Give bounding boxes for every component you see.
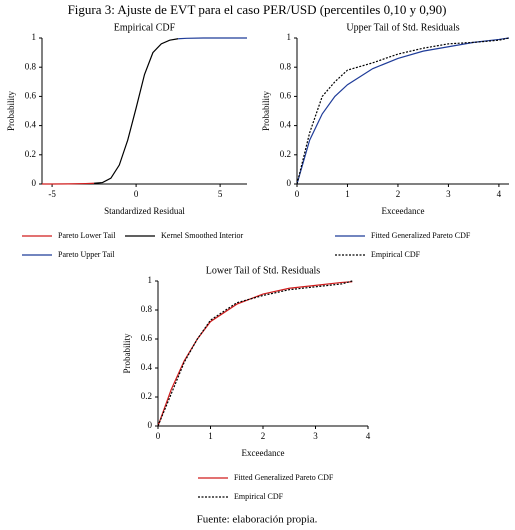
x-tick-label: -5 <box>48 189 56 199</box>
y-tick-label: 1 <box>148 275 153 285</box>
legend-label: Empirical CDF <box>371 250 421 259</box>
x-tick-label: 5 <box>218 189 223 199</box>
y-tick-label: 0.8 <box>280 61 292 71</box>
y-tick-label: 0.4 <box>280 120 292 130</box>
y-tick-label: 0.4 <box>141 362 153 372</box>
x-tick-label: 1 <box>345 189 350 199</box>
y-tick-label: 0 <box>287 178 292 188</box>
y-tick-label: 1 <box>32 32 37 42</box>
y-axis-label: Probability <box>122 333 132 373</box>
series-line <box>42 182 95 185</box>
y-tick-label: 0 <box>148 420 153 430</box>
x-tick-label: 3 <box>313 431 318 441</box>
series-line <box>94 38 179 184</box>
y-tick-label: 0.4 <box>25 120 37 130</box>
legend-label: Fitted Generalized Pareto CDF <box>371 231 471 240</box>
y-tick-label: 0.6 <box>280 90 292 100</box>
x-tick-label: 1 <box>208 431 213 441</box>
legend-label: Pareto Upper Tail <box>58 250 115 259</box>
x-axis-label: Exceedance <box>382 206 425 216</box>
y-axis-label: Probability <box>6 91 16 131</box>
figure-source: Fuente: elaboración propia. <box>197 514 318 526</box>
series-line <box>157 280 353 427</box>
x-tick-label: 4 <box>497 189 502 199</box>
x-tick-label: 0 <box>134 189 139 199</box>
x-axis-label: Exceedance <box>242 448 285 458</box>
x-tick-label: 0 <box>295 189 300 199</box>
legend-label: Pareto Lower Tail <box>58 231 116 240</box>
y-tick-label: 0.6 <box>141 333 153 343</box>
y-tick-label: 0.2 <box>280 149 291 159</box>
x-tick-label: 2 <box>261 431 266 441</box>
x-tick-label: 3 <box>446 189 451 199</box>
y-tick-label: 0.2 <box>141 391 152 401</box>
x-tick-label: 2 <box>396 189 401 199</box>
series-line <box>296 37 510 185</box>
y-tick-label: 0.2 <box>25 149 36 159</box>
series-line <box>178 37 247 40</box>
legend-label: Fitted Generalized Pareto CDF <box>234 473 334 482</box>
figure-title: Figura 3: Ajuste de EVT para el caso PER… <box>68 2 447 17</box>
x-tick-label: 4 <box>366 431 371 441</box>
legend-label: Kernel Smoothed Interior <box>161 231 244 240</box>
series-line <box>296 37 510 185</box>
chart-title: Upper Tail of Std. Residuals <box>346 22 459 33</box>
y-tick-label: 0.8 <box>25 61 37 71</box>
y-tick-label: 0 <box>32 178 37 188</box>
y-tick-label: 0.8 <box>141 304 153 314</box>
y-tick-label: 0.6 <box>25 90 37 100</box>
chart-title: Lower Tail of Std. Residuals <box>206 265 320 276</box>
y-axis-label: Probability <box>261 91 271 131</box>
chart-title: Empirical CDF <box>114 22 176 33</box>
x-tick-label: 0 <box>156 431 161 441</box>
x-axis-label: Standardized Residual <box>104 206 185 216</box>
legend-label: Empirical CDF <box>234 492 284 501</box>
y-tick-label: 1 <box>287 32 292 42</box>
series-line <box>157 281 353 427</box>
